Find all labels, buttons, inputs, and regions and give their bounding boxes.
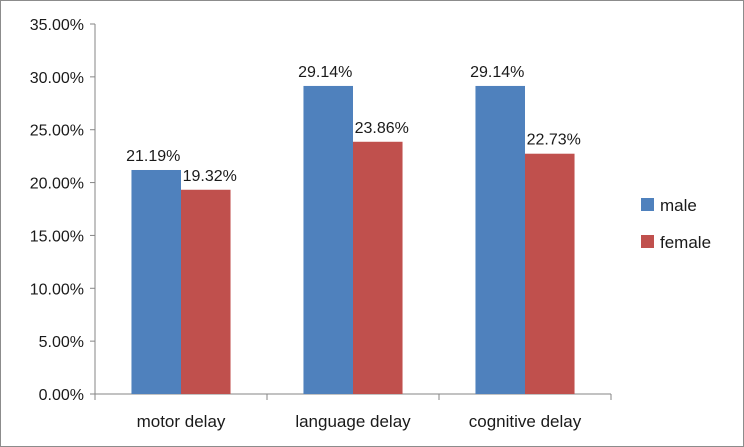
- y-tick-label: 35.00%: [30, 17, 84, 34]
- x-tick-label: motor delay: [137, 412, 226, 431]
- data-label-female: 23.86%: [355, 120, 409, 137]
- legend-label-male: male: [660, 196, 697, 215]
- data-label-female: 19.32%: [183, 168, 237, 185]
- bar-female: [181, 189, 231, 394]
- y-tick-label: 5.00%: [39, 334, 84, 351]
- legend-label-female: female: [660, 233, 711, 252]
- bar-male: [131, 169, 181, 394]
- data-label-female: 22.73%: [527, 132, 581, 149]
- y-tick-label: 15.00%: [30, 228, 84, 245]
- chart-bars: [131, 85, 575, 394]
- y-tick-label: 30.00%: [30, 70, 84, 87]
- bar-female: [525, 153, 575, 394]
- y-tick-label: 10.00%: [30, 281, 84, 298]
- x-tick-label: language delay: [295, 412, 411, 431]
- data-label-male: 29.14%: [470, 64, 524, 81]
- bar-male: [475, 85, 525, 394]
- y-tick-label: 0.00%: [39, 387, 84, 404]
- chart-legend: male female: [641, 196, 711, 252]
- data-label-male: 21.19%: [126, 148, 180, 165]
- chart-data-labels: 21.19%19.32% 29.14% 23.86% 29.14% 22.73%: [126, 64, 581, 185]
- x-tick-label: cognitive delay: [469, 412, 582, 431]
- bar-male: [303, 85, 353, 394]
- legend-swatch-female: [641, 235, 654, 248]
- legend-swatch-male: [641, 198, 654, 211]
- data-label-male: 29.14%: [298, 64, 352, 81]
- y-tick-label: 25.00%: [30, 123, 84, 140]
- y-tick-label: 20.00%: [30, 176, 84, 193]
- bar-female: [353, 141, 403, 394]
- chart-axes: 0.00% 5.00% 10.00% 15.00% 20.00% 25.00% 30.00%…: [30, 17, 612, 431]
